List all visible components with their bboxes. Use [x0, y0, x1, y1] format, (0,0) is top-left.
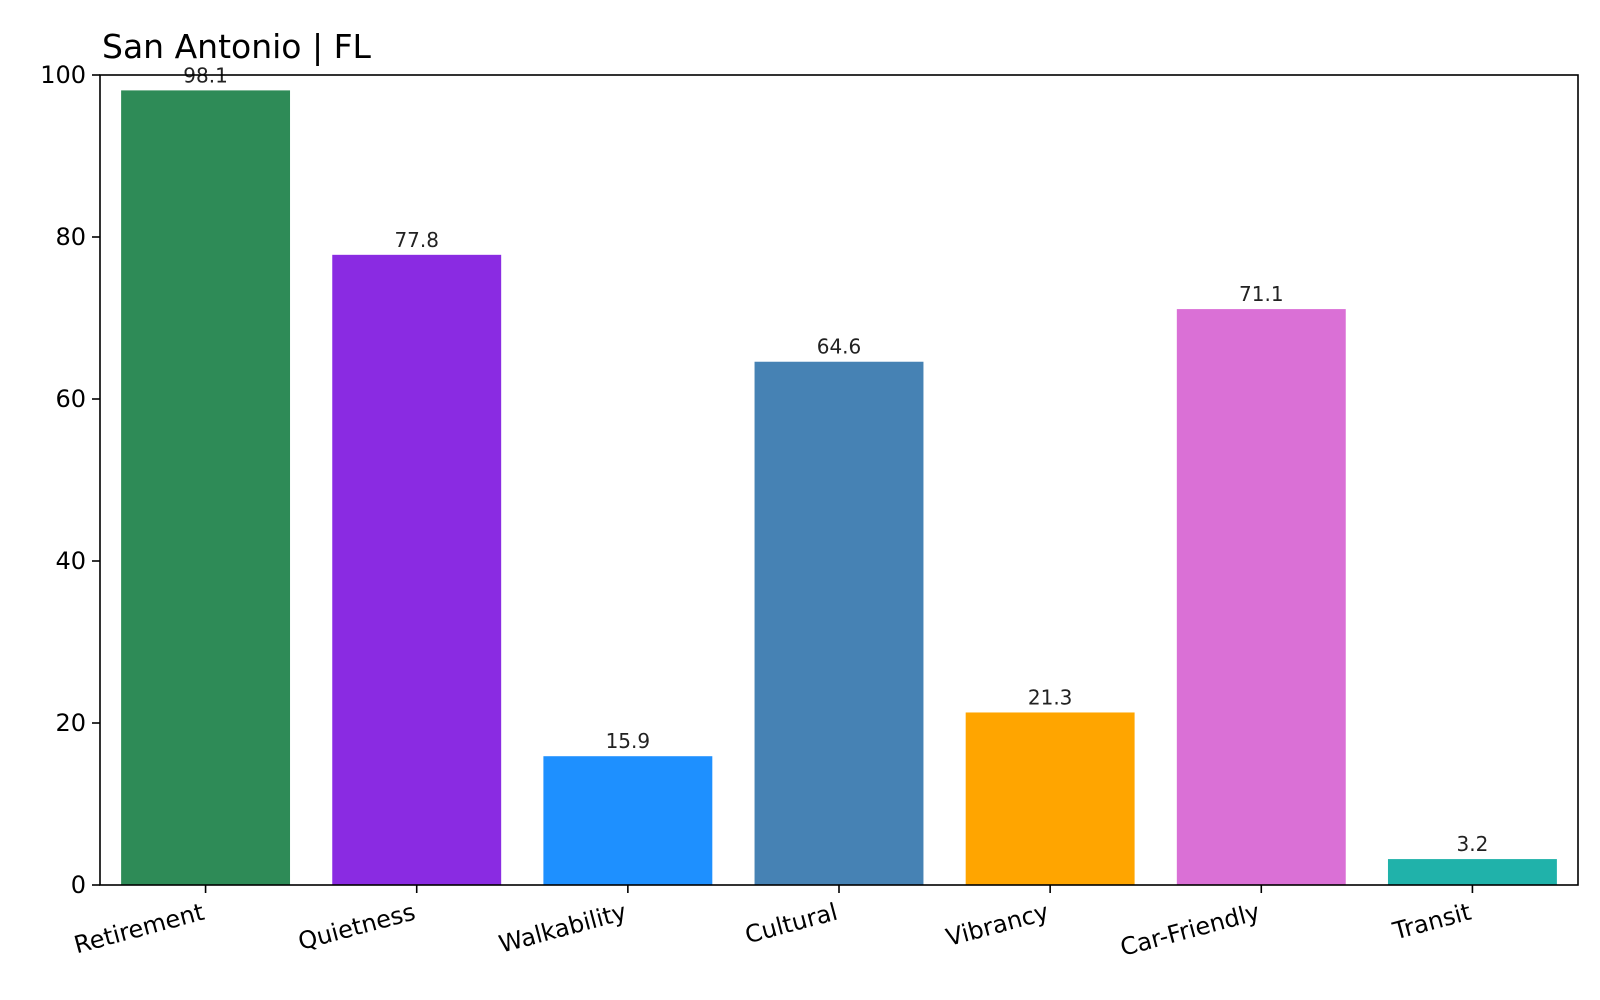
bar-value-label: 71.1 — [1239, 282, 1284, 306]
bar-value-label: 15.9 — [606, 729, 651, 753]
bar-vibrancy — [965, 712, 1135, 885]
x-tick-label: Car-Friendly — [1117, 898, 1263, 962]
bar-transit — [1387, 859, 1557, 885]
x-tick-label: Vibrancy — [943, 898, 1052, 952]
y-tick-label: 20 — [55, 709, 86, 737]
bar-value-label: 77.8 — [394, 228, 439, 252]
bar-value-label: 3.2 — [1457, 832, 1489, 856]
y-tick-label: 0 — [71, 871, 86, 899]
bars-group — [121, 90, 1557, 886]
bar-quietness — [332, 254, 502, 885]
x-tick-label: Walkability — [496, 898, 629, 959]
bar-cultural — [754, 361, 924, 885]
y-tick-label: 80 — [55, 223, 86, 251]
chart-title: San Antonio | FL — [102, 27, 372, 66]
y-axis: 0 20 40 60 80 100 — [40, 61, 100, 899]
bar-car-friendly — [1176, 309, 1346, 886]
bar-value-label: 21.3 — [1028, 685, 1073, 709]
x-tick-label: Retirement — [71, 898, 207, 960]
x-tick-label: Quietness — [295, 898, 418, 956]
bar-value-labels: 98.177.815.964.621.371.13.2 — [183, 63, 1488, 856]
bar-retirement — [121, 90, 291, 885]
y-tick-label: 60 — [55, 385, 86, 413]
x-axis: Retirement Quietness Walkability Cultural Vi… — [71, 885, 1474, 962]
bar-value-label: 64.6 — [817, 335, 862, 359]
y-tick-label: 40 — [55, 547, 86, 575]
x-tick-label: Cultural — [742, 898, 841, 950]
x-tick-label: Transit — [1389, 898, 1474, 946]
y-tick-label: 100 — [40, 61, 86, 89]
bar-walkability — [543, 756, 713, 885]
